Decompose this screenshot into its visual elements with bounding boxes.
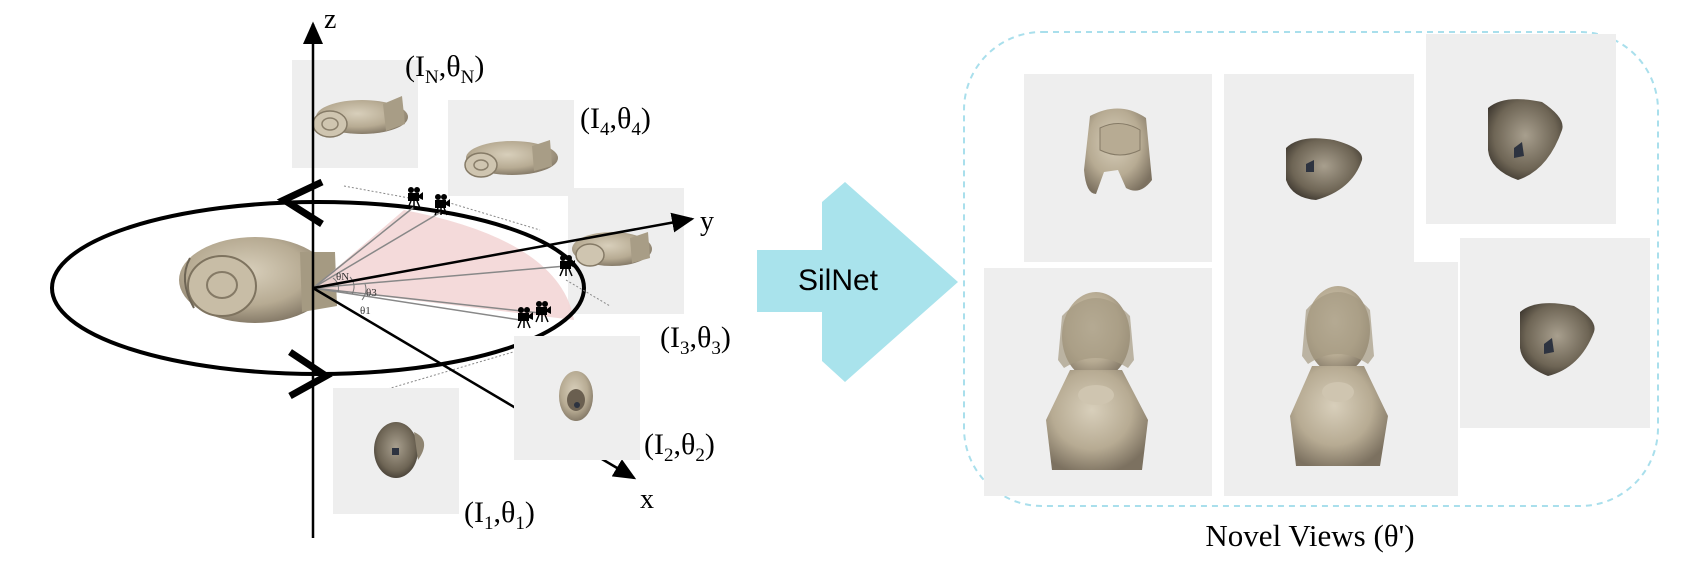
- statue-top-dark: [1488, 99, 1563, 180]
- statue-sideways: [572, 232, 652, 267]
- novel-view-tile: [1460, 238, 1650, 428]
- novel-view-tile: [1426, 34, 1616, 224]
- svg-text:(I4,θ4): (I4,θ4): [580, 102, 651, 140]
- angle-symbol: θ: [446, 50, 460, 83]
- input-label-4: (I4,θ4): [580, 102, 651, 140]
- angle-label-1: θ1: [360, 305, 371, 317]
- camera-icon: [517, 307, 533, 329]
- image-symbol: I: [654, 428, 664, 461]
- svg-text:(I2,θ2): (I2,θ2): [644, 428, 715, 466]
- camera-icon: [434, 194, 450, 216]
- image-subscript: 1: [484, 513, 494, 534]
- input-view-1: [333, 388, 459, 514]
- angle-subscript: 3: [711, 338, 721, 359]
- novel-view-tile: [984, 268, 1212, 496]
- x-axis-label: x: [640, 484, 654, 515]
- statue-sideways: [312, 96, 408, 138]
- statue-top-dark: [1286, 138, 1363, 200]
- statue-top-dark: [1520, 303, 1595, 376]
- orbit-direction-chevron-top: [276, 178, 324, 227]
- view-guide-lines: [343, 185, 611, 391]
- output-dashed-border: [963, 31, 1659, 507]
- input-view-4: [448, 100, 574, 196]
- network-arrow-shape: [757, 182, 958, 382]
- angle-subscript: 1: [515, 513, 525, 534]
- orbit-direction-chevron-bottom: [288, 349, 333, 400]
- silnet-arrow: SilNet: [757, 182, 958, 382]
- statue-top: [374, 422, 425, 478]
- network-label: SilNet: [798, 264, 879, 297]
- statue-bust: [1290, 286, 1388, 466]
- image-symbol: I: [474, 496, 484, 529]
- statue-sideways: [464, 140, 558, 178]
- angle-label-3: θ3: [366, 287, 377, 299]
- angle-symbol: θ: [681, 428, 695, 461]
- novel-view-tile: [1024, 74, 1212, 262]
- novel-views-panel: Novel Views (θ'): [963, 31, 1659, 553]
- camera-icon: [559, 255, 575, 277]
- image-symbol: I: [670, 321, 680, 354]
- y-axis-label: y: [700, 206, 714, 237]
- angle-subscript: 4: [631, 119, 641, 140]
- camera-setup-diagram: θN θ3 θ1 z y x: [50, 4, 731, 538]
- image-subscript: 4: [600, 119, 610, 140]
- input-label-2: (I2,θ2): [644, 428, 715, 466]
- svg-text:(IN,θN): (IN,θN): [405, 50, 484, 88]
- camera-rays: [312, 206, 567, 321]
- angle-symbol: θ: [501, 496, 515, 529]
- angle-subscript: 2: [695, 445, 705, 466]
- input-view-2: [514, 336, 640, 460]
- camera-icon: [407, 187, 423, 209]
- angle-subscript: N: [461, 67, 475, 88]
- input-label-1: (I1,θ1): [464, 496, 535, 534]
- z-axis-label: z: [324, 4, 336, 35]
- statue-top-view: [1084, 108, 1152, 194]
- angle-label-N: θN: [336, 271, 349, 283]
- input-view-3-tile: [568, 188, 684, 314]
- novel-view-tile: [1224, 74, 1414, 264]
- svg-text:(I1,θ1): (I1,θ1): [464, 496, 535, 534]
- image-subscript: N: [425, 67, 439, 88]
- input-label-N: (IN,θN): [405, 50, 484, 88]
- statue-front: [559, 371, 593, 421]
- input-label-3: (I3,θ3): [660, 321, 731, 359]
- camera-icon: [535, 301, 551, 323]
- y-axis: [312, 212, 695, 290]
- statue-bust: [1046, 292, 1148, 470]
- input-view-N: [292, 60, 418, 168]
- novel-view-tile: [1224, 262, 1458, 496]
- angle-symbol: θ: [697, 321, 711, 354]
- angle-symbol: θ: [617, 102, 631, 135]
- image-subscript: 3: [680, 338, 690, 359]
- image-symbol: I: [590, 102, 600, 135]
- novel-views-caption: Novel Views (θ'): [1205, 518, 1414, 553]
- image-subscript: 2: [664, 445, 674, 466]
- image-symbol: I: [415, 50, 425, 83]
- camera-icons: [407, 187, 575, 329]
- svg-text:(I3,θ3): (I3,θ3): [660, 321, 731, 359]
